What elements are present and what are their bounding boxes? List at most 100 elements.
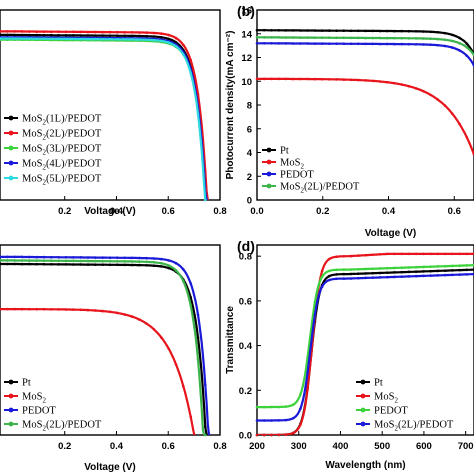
data-point	[414, 43, 418, 46]
data-point	[270, 42, 273, 45]
data-point	[94, 256, 97, 259]
x-axis-label: Wavelength (nm)	[325, 460, 405, 471]
data-point	[86, 263, 90, 266]
data-point	[152, 261, 156, 264]
data-point	[138, 31, 141, 34]
data-point	[79, 30, 82, 34]
data-point	[189, 282, 192, 285]
data-point	[465, 54, 469, 57]
data-point	[86, 30, 90, 34]
data-point	[13, 33, 16, 37]
data-point	[20, 33, 24, 37]
data-point	[364, 42, 367, 46]
data-point	[13, 259, 16, 262]
data-point	[138, 34, 141, 38]
data-point	[28, 30, 31, 33]
data-point	[50, 308, 53, 311]
data-point	[130, 34, 134, 38]
data-point	[357, 42, 360, 46]
data-point	[436, 98, 440, 101]
data-point	[204, 425, 207, 429]
data-point	[182, 279, 185, 283]
data-point	[0, 307, 2, 311]
data-point	[57, 259, 60, 263]
data-point	[42, 37, 46, 40]
data-point	[320, 42, 324, 45]
data-point	[393, 29, 396, 33]
data-point	[436, 37, 440, 41]
data-point	[86, 34, 90, 37]
y-tick-label: 10	[241, 77, 252, 88]
data-point	[6, 307, 9, 311]
data-point	[182, 53, 185, 56]
data-point	[20, 262, 24, 266]
series-line	[0, 30, 209, 200]
data-point	[57, 30, 60, 33]
data-point	[145, 256, 148, 260]
legend-marker	[266, 147, 272, 153]
data-point	[284, 405, 288, 408]
x-tick-label: 0.4	[110, 206, 124, 217]
data-point	[443, 273, 447, 277]
data-point	[342, 254, 346, 258]
legend-marker	[8, 115, 14, 121]
data-point	[458, 41, 461, 45]
series-line	[257, 42, 474, 67]
data-point	[13, 307, 16, 311]
data-point	[86, 308, 90, 312]
data-point	[429, 93, 432, 97]
y-tick-label: 6	[247, 124, 252, 135]
data-point	[255, 42, 259, 45]
data-point	[364, 267, 367, 271]
data-point	[299, 77, 302, 81]
x-tick-label: 700	[458, 441, 474, 452]
series-line	[257, 29, 474, 55]
data-point	[0, 259, 2, 262]
legend-marker	[8, 421, 14, 427]
data-point	[160, 39, 163, 43]
data-point	[42, 259, 46, 263]
data-point	[277, 77, 281, 81]
data-point	[429, 37, 432, 40]
data-point	[123, 260, 126, 263]
data-point	[196, 112, 200, 116]
data-point	[385, 36, 389, 40]
panel-b: 0.0 0.2 0.4 0.6 0 2 4 6 8 10 12 14 16 Voltage (V) Phot…	[225, 3, 474, 239]
data-point	[20, 30, 24, 33]
data-point	[458, 252, 461, 256]
data-point	[284, 77, 288, 81]
data-point	[465, 264, 469, 267]
x-tick-label: 0.6	[162, 206, 175, 217]
data-point	[101, 263, 104, 267]
data-point	[50, 37, 53, 41]
data-point	[407, 29, 411, 33]
data-point	[357, 78, 360, 82]
data-point	[291, 77, 295, 81]
x-tick-label: 0.0	[250, 206, 263, 217]
data-point	[182, 384, 185, 388]
data-point	[429, 30, 432, 34]
y-tick-label: 0.2	[239, 386, 252, 397]
data-point	[174, 269, 178, 272]
data-point	[270, 77, 273, 81]
data-point	[86, 37, 90, 41]
data-point	[299, 393, 302, 396]
legend-marker	[360, 379, 366, 385]
data-point	[35, 255, 38, 259]
legend-label: MoS2(4L)/PEDOT	[22, 159, 102, 172]
legend-label: MoS2(2L)/PEDOT	[280, 182, 360, 195]
x-tick-label: 0.6	[162, 441, 175, 452]
data-point	[364, 276, 367, 280]
data-point	[422, 270, 425, 273]
data-point	[42, 255, 46, 259]
data-point	[335, 268, 338, 272]
data-point	[160, 257, 163, 261]
data-point	[436, 274, 440, 277]
legend-label: MoS2	[280, 158, 304, 171]
data-point	[443, 269, 447, 273]
data-point	[299, 29, 302, 32]
data-point	[429, 269, 432, 273]
data-point	[385, 266, 389, 270]
data-point	[108, 263, 112, 267]
